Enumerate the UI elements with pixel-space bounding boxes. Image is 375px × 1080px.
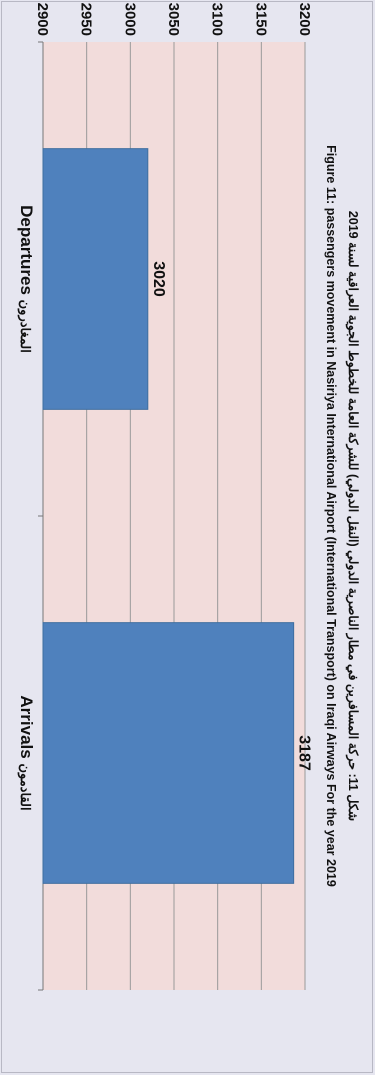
x-category-label: Departures المغادرون <box>17 205 36 353</box>
data-label: 3020 <box>150 261 167 297</box>
data-label: 3187 <box>296 735 313 771</box>
chart-title-arabic: شكل 11: حركة المسافرين في مطار الناصرية … <box>345 211 360 822</box>
y-tick-label: 3000 <box>121 3 138 36</box>
y-tick-label: 3150 <box>252 3 269 36</box>
y-tick-label: 2900 <box>34 3 51 36</box>
bar-departures <box>43 149 148 410</box>
category-label-en: Arrivals <box>17 695 36 763</box>
x-category-label: Arrivals القادمون <box>17 695 36 810</box>
y-tick-label: 3200 <box>296 3 313 36</box>
y-tick-label: 2950 <box>78 3 95 36</box>
y-tick-label: 3100 <box>209 3 226 36</box>
bar-arrivals <box>43 623 294 884</box>
y-tick-label: 3050 <box>165 3 182 36</box>
category-label-en: Departures <box>17 205 36 299</box>
category-label-ar: القادمون <box>17 763 33 810</box>
category-label-ar: المغادرون <box>17 300 33 353</box>
chart-title-english: Figure 11: passengers movement in Nasiri… <box>324 145 338 887</box>
